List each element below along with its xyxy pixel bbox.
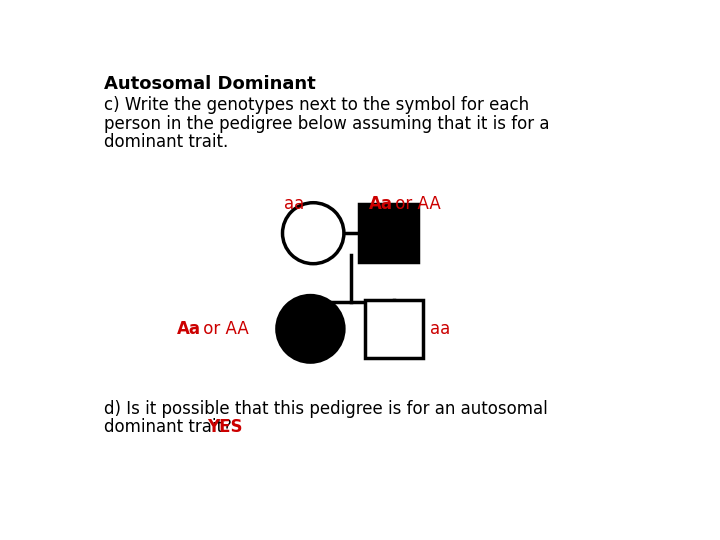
Text: or AA: or AA xyxy=(390,195,441,213)
Text: or AA: or AA xyxy=(198,320,248,338)
Text: aa: aa xyxy=(431,320,451,338)
Text: aa: aa xyxy=(284,195,304,213)
Ellipse shape xyxy=(277,295,344,362)
Bar xyxy=(359,204,418,262)
Text: person in the pedigree below assuming that it is for a: person in the pedigree below assuming th… xyxy=(104,114,549,133)
Text: c) Write the genotypes next to the symbol for each: c) Write the genotypes next to the symbo… xyxy=(104,96,529,114)
Text: Aa: Aa xyxy=(369,195,393,213)
Text: YES: YES xyxy=(207,418,243,436)
Ellipse shape xyxy=(282,202,344,264)
Text: Aa: Aa xyxy=(176,320,200,338)
Text: dominant trait.: dominant trait. xyxy=(104,133,228,151)
Text: dominant trait?: dominant trait? xyxy=(104,418,243,436)
Text: Autosomal Dominant: Autosomal Dominant xyxy=(104,75,315,93)
Text: d) Is it possible that this pedigree is for an autosomal: d) Is it possible that this pedigree is … xyxy=(104,400,548,417)
Bar xyxy=(365,300,423,358)
